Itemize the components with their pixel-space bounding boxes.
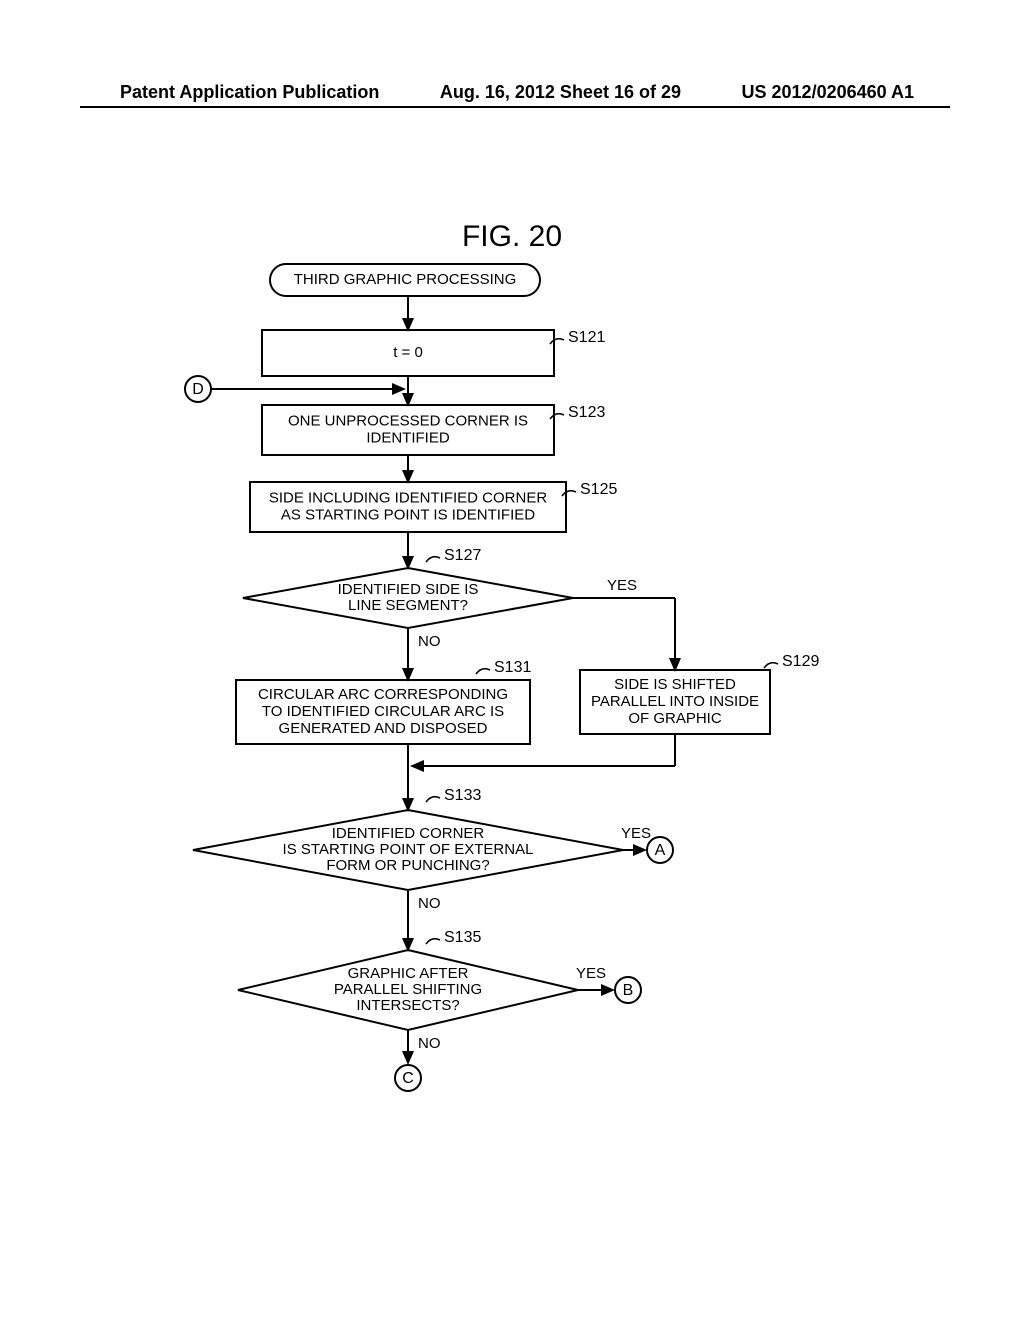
svg-text:TO IDENTIFIED CIRCULAR ARC IS: TO IDENTIFIED CIRCULAR ARC IS [262,703,504,720]
svg-text:IS STARTING POINT OF EXTERNAL: IS STARTING POINT OF EXTERNAL [283,841,534,858]
svg-text:ONE UNPROCESSED CORNER IS: ONE UNPROCESSED CORNER IS [288,412,528,429]
svg-text:GRAPHIC AFTER: GRAPHIC AFTER [348,965,469,982]
svg-text:GENERATED AND DISPOSED: GENERATED AND DISPOSED [279,720,488,737]
svg-text:LINE SEGMENT?: LINE SEGMENT? [348,597,468,614]
svg-text:AS STARTING POINT IS IDENTIFIE: AS STARTING POINT IS IDENTIFIED [281,506,535,523]
svg-text:OF GRAPHIC: OF GRAPHIC [628,710,722,727]
svg-text:t = 0: t = 0 [393,344,423,361]
header-rule [80,106,950,108]
svg-text:INTERSECTS?: INTERSECTS? [356,997,459,1014]
svg-text:CIRCULAR ARC CORRESPONDING: CIRCULAR ARC CORRESPONDING [258,686,508,703]
svg-text:S121: S121 [568,329,605,346]
flowchart: THIRD GRAPHIC PROCESSING t = 0 S121 ONE UNP… [0,0,1024,1320]
svg-text:IDENTIFIED: IDENTIFIED [366,429,450,446]
header-left: Patent Application Publication [120,82,379,103]
svg-text:IDENTIFIED CORNER: IDENTIFIED CORNER [332,825,485,842]
svg-text:YES: YES [607,577,637,594]
svg-text:S123: S123 [568,404,605,421]
svg-text:A: A [655,842,666,859]
svg-text:YES: YES [576,965,606,982]
header-center: Aug. 16, 2012 Sheet 16 of 29 [440,82,681,103]
svg-text:S135: S135 [444,929,481,946]
svg-text:C: C [402,1070,414,1087]
svg-text:THIRD GRAPHIC PROCESSING: THIRD GRAPHIC PROCESSING [294,271,517,288]
svg-text:IDENTIFIED SIDE IS: IDENTIFIED SIDE IS [338,581,479,598]
svg-text:SIDE INCLUDING IDENTIFIED CORN: SIDE INCLUDING IDENTIFIED CORNER [269,489,548,506]
svg-text:FORM OR PUNCHING?: FORM OR PUNCHING? [326,857,489,874]
figure-title: FIG. 20 [0,220,1024,254]
svg-text:B: B [623,982,634,999]
svg-text:S125: S125 [580,481,617,498]
svg-text:S127: S127 [444,547,481,564]
svg-text:NO: NO [418,633,441,650]
svg-text:NO: NO [418,895,441,912]
svg-text:S131: S131 [494,659,531,676]
patent-page: Patent Application Publication Aug. 16, … [0,0,1024,1320]
svg-text:NO: NO [418,1035,441,1052]
header-right: US 2012/0206460 A1 [742,82,914,103]
svg-text:YES: YES [621,825,651,842]
svg-text:PARALLEL SHIFTING: PARALLEL SHIFTING [334,981,482,998]
svg-text:D: D [192,381,204,398]
svg-text:S129: S129 [782,653,819,670]
svg-text:SIDE IS SHIFTED: SIDE IS SHIFTED [614,676,736,693]
svg-text:S133: S133 [444,787,481,804]
page-header: Patent Application Publication Aug. 16, … [0,82,1024,103]
svg-text:PARALLEL INTO INSIDE: PARALLEL INTO INSIDE [591,693,759,710]
